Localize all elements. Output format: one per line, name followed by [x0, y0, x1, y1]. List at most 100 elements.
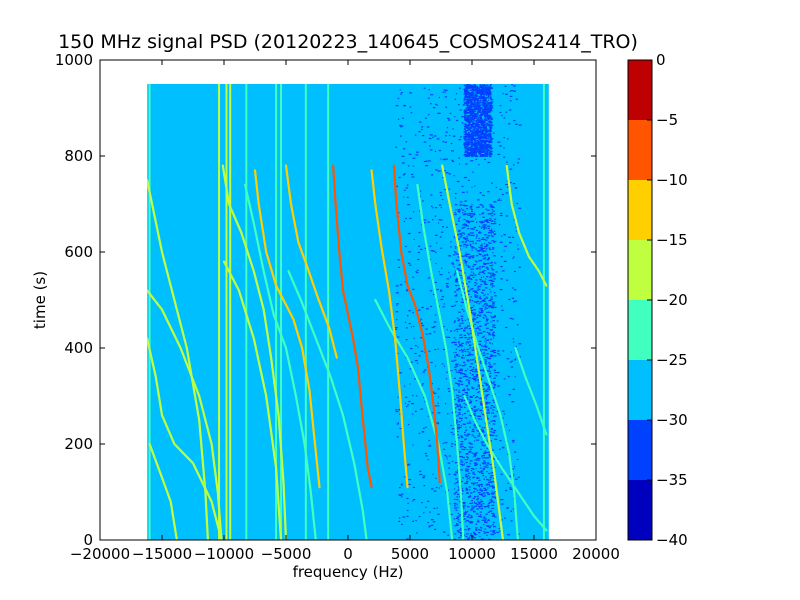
speckle [466, 397, 469, 399]
speckle [479, 361, 483, 363]
speckle [474, 290, 477, 292]
speckle [493, 337, 495, 339]
speckle [495, 435, 498, 437]
speckle [466, 102, 468, 105]
speckle [474, 260, 477, 262]
speckle [461, 373, 465, 375]
speckle [479, 259, 482, 262]
speckle [506, 358, 510, 360]
speckle [412, 312, 414, 314]
speckle [493, 233, 497, 235]
speckle [486, 254, 489, 256]
speckle [506, 161, 508, 163]
speckle [489, 530, 492, 532]
speckle [478, 479, 481, 481]
speckle [467, 381, 469, 383]
speckle [496, 531, 500, 533]
speckle [479, 137, 482, 139]
speckle [472, 312, 474, 314]
speckle [513, 359, 517, 361]
speckle [484, 136, 486, 138]
speckle [476, 90, 479, 92]
speckle [455, 209, 457, 211]
speckle [440, 290, 442, 292]
speckle [446, 329, 448, 331]
speckle [485, 513, 488, 515]
speckle [478, 87, 480, 89]
speckle [484, 118, 487, 120]
speckle [406, 289, 408, 291]
speckle [479, 529, 482, 531]
speckle [465, 404, 467, 406]
speckle [478, 134, 481, 137]
speckle [509, 487, 512, 489]
speckle [517, 244, 519, 246]
speckle [481, 135, 483, 138]
speckle [404, 396, 408, 398]
speckle [464, 117, 468, 119]
speckle [485, 489, 487, 491]
speckle [476, 321, 479, 323]
speckle [438, 271, 440, 273]
speckle [471, 105, 473, 107]
speckle [481, 119, 483, 121]
speckle [461, 400, 464, 402]
speckle [471, 95, 474, 97]
speckle [471, 374, 474, 376]
speckle [491, 261, 493, 264]
speckle [450, 142, 453, 145]
speckle [466, 101, 468, 103]
speckle [496, 320, 499, 322]
speckle [505, 326, 508, 329]
speckle [466, 150, 469, 152]
speckle [488, 120, 492, 122]
speckle [484, 88, 488, 90]
speckle [460, 294, 464, 296]
speckle [458, 245, 461, 247]
speckle [454, 407, 457, 409]
speckle [488, 219, 492, 221]
speckle [466, 491, 469, 494]
speckle [467, 90, 469, 92]
speckle [428, 350, 431, 352]
speckle [468, 102, 470, 104]
speckle [405, 356, 407, 359]
speckle [459, 233, 462, 235]
speckle [437, 412, 441, 414]
speckle [516, 202, 518, 205]
speckle [466, 510, 469, 513]
speckle [465, 163, 468, 165]
speckle [474, 380, 477, 382]
speckle [486, 143, 488, 146]
speckle [503, 156, 506, 158]
speckle [499, 188, 502, 190]
speckle [479, 278, 482, 281]
speckle [481, 462, 485, 464]
speckle [463, 329, 466, 331]
speckle [482, 126, 485, 129]
speckle [474, 185, 476, 187]
speckle [500, 278, 503, 280]
speckle [470, 100, 471, 102]
speckle [476, 396, 478, 398]
speckle [475, 154, 477, 156]
speckle [490, 129, 492, 131]
speckle [475, 527, 478, 529]
speckle [438, 150, 441, 152]
speckle [495, 271, 498, 273]
speckle [481, 431, 485, 433]
speckle [447, 462, 451, 464]
speckle [484, 294, 486, 296]
speckle [485, 144, 488, 146]
speckle [482, 212, 485, 214]
speckle [500, 266, 503, 268]
speckle [476, 236, 478, 238]
speckle [463, 144, 466, 147]
speckle [489, 276, 493, 278]
speckle [501, 309, 504, 311]
speckle [483, 119, 485, 121]
speckle [395, 146, 398, 148]
speckle [488, 257, 490, 259]
speckle [460, 369, 464, 371]
speckle [471, 154, 475, 156]
